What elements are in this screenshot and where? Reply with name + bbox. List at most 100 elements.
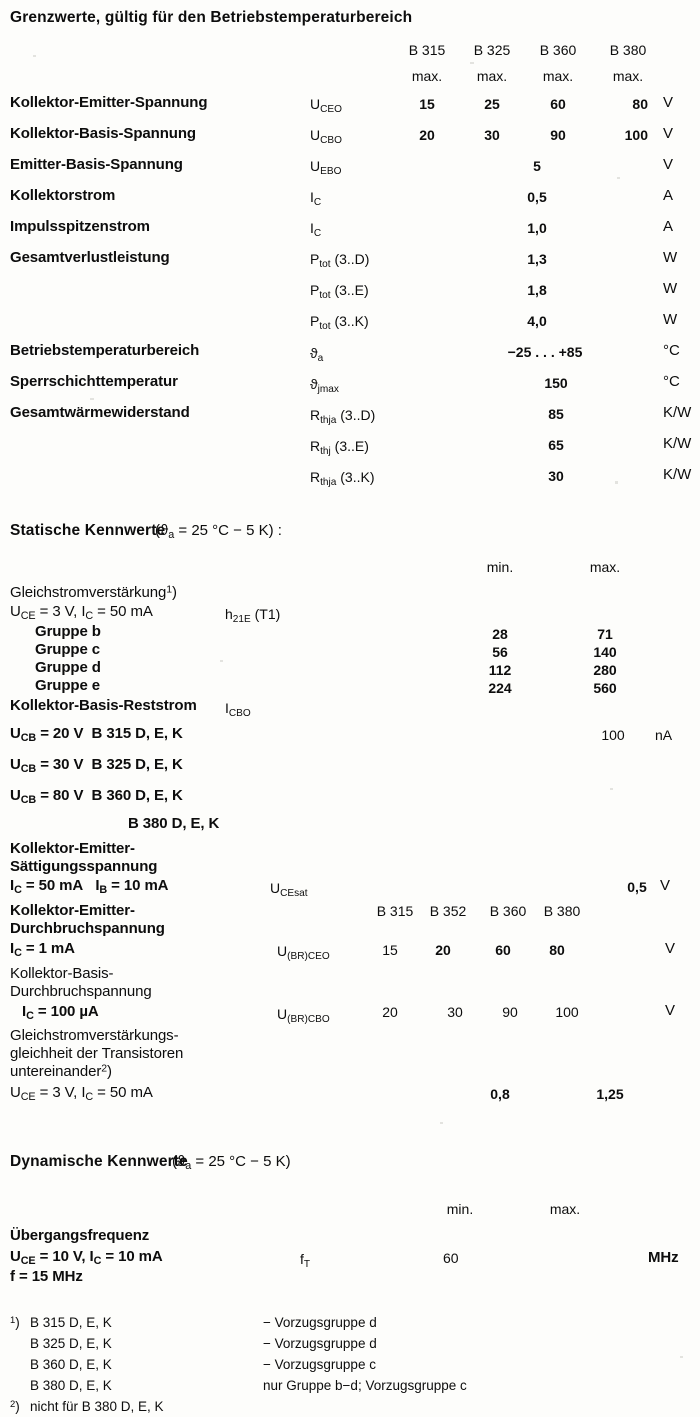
gain-conditions: UCE = 3 V, IC = 50 mA xyxy=(10,603,153,623)
gain-label: Gleichstromverstärkung1) xyxy=(10,583,177,601)
limits-row-symbol: IC xyxy=(310,220,322,239)
footnote-note: − Vorzugsgruppe d xyxy=(263,1315,377,1330)
gain-group-min: 112 xyxy=(488,662,512,678)
gain-group-max: 280 xyxy=(593,662,617,678)
br-ce-unit: V xyxy=(665,940,676,957)
static-col-min: min. xyxy=(486,559,514,575)
dynamic-section-condition: (ϑa = 25 °C − 5 K) xyxy=(172,1153,291,1173)
icbo-condition: B 380 D, E, K xyxy=(128,815,220,832)
limits-row-symbol: Ptot (3..D) xyxy=(310,251,370,270)
br-cb-value: 90 xyxy=(502,1004,518,1020)
ft-min: 60 xyxy=(443,1250,459,1266)
gain-match-conditions: UCE = 3 V, IC = 50 mA xyxy=(10,1084,153,1104)
limits-col-type-1: B 325 xyxy=(473,42,511,58)
ft-label: Übergangsfrequenz xyxy=(10,1227,150,1244)
gain-group-min: 56 xyxy=(492,644,508,660)
limits-row-symbol: Ptot (3..E) xyxy=(310,282,369,301)
static-col-max: max. xyxy=(589,559,621,575)
gain-match-line3: untereinander2) xyxy=(10,1062,112,1080)
ucesat-symbol: UCEsat xyxy=(270,880,308,899)
limits-col-type-2: B 360 xyxy=(539,42,577,58)
limits-row-symbol: Rthja (3..K) xyxy=(310,469,375,488)
limits-row-center: 1,8 xyxy=(527,282,547,298)
limits-row-label: Kollektor-Basis-Spannung xyxy=(10,125,196,142)
gain-group-name: Gruppe e xyxy=(35,677,101,694)
limits-col-type-3: B 380 xyxy=(609,42,647,58)
br-cb-unit: V xyxy=(665,1002,676,1019)
limits-row-label: Gesamtwärmewiderstand xyxy=(10,404,190,421)
limits-row-symbol: UCEO xyxy=(310,96,342,115)
br-cb-label-line2: Durchbruchspannung xyxy=(10,983,152,1000)
br-cb-value: 100 xyxy=(555,1004,579,1020)
scan-speckle xyxy=(617,177,620,179)
ucesat-label-line1: Kollektor-Emitter- xyxy=(10,840,135,857)
limits-row-unit: V xyxy=(663,156,674,173)
limits-row-center: 4,0 xyxy=(527,313,547,329)
scan-speckle xyxy=(220,660,223,662)
gain-match-line1: Gleichstromverstärkungs- xyxy=(10,1027,179,1044)
limits-row-v1: 15 xyxy=(419,96,435,112)
ucesat-max-value: 0,5 xyxy=(627,879,647,895)
br-ce-header: B 380 xyxy=(543,903,581,919)
icbo-condition: UCB = 30 V B 325 D, E, K xyxy=(10,756,183,776)
ft-symbol: fT xyxy=(300,1251,311,1270)
limits-section-title: Grenzwerte, gültig für den Betriebstempe… xyxy=(10,9,413,26)
limits-row-symbol: Ptot (3..K) xyxy=(310,313,369,332)
scan-speckle xyxy=(680,1356,683,1358)
limits-row-center: 1,3 xyxy=(527,251,547,267)
footnote-note: − Vorzugsgruppe d xyxy=(263,1336,377,1351)
limits-row-v2: 25 xyxy=(484,96,500,112)
limits-row-center: 150 xyxy=(544,375,568,391)
br-ce-header: B 360 xyxy=(489,903,527,919)
limits-row-unit: °C xyxy=(663,342,680,359)
limits-row-unit: °C xyxy=(663,373,680,390)
limits-row-v2: 30 xyxy=(484,127,500,143)
gain-match-min: 0,8 xyxy=(490,1086,510,1102)
gain-group-name: Gruppe d xyxy=(35,659,101,676)
limits-col-qual-0: max. xyxy=(411,68,443,84)
gain-symbol: h21E (T1) xyxy=(225,606,281,625)
static-section-title: Statische Kennwerte xyxy=(10,522,166,539)
ucesat-label-line2: Sättigungsspannung xyxy=(10,858,158,875)
limits-row-unit: K/W xyxy=(663,466,692,483)
icbo-max-value: 100 xyxy=(601,727,625,743)
limits-col-type-0: B 315 xyxy=(408,42,446,58)
ft-frequency-condition: f = 15 MHz xyxy=(10,1268,83,1285)
limits-row-label: Sperrschichttemperatur xyxy=(10,373,178,390)
ucesat-unit: V xyxy=(660,877,671,894)
gain-group-min: 28 xyxy=(492,626,508,642)
limits-row-v3: 90 xyxy=(550,127,566,143)
limits-row-v1: 20 xyxy=(419,127,435,143)
br-cb-condition: IC = 100 µA xyxy=(22,1003,99,1023)
dynamic-section-title: Dynamische Kennwerte xyxy=(10,1153,188,1170)
gain-group-max: 560 xyxy=(593,680,617,696)
footnote-type: nicht für B 380 D, E, K xyxy=(30,1399,164,1414)
limits-row-label: Impulsspitzenstrom xyxy=(10,218,150,235)
scan-speckle xyxy=(440,1122,443,1124)
br-ce-header: B 352 xyxy=(429,903,467,919)
gain-match-line2: gleichheit der Transistoren xyxy=(10,1045,184,1062)
icbo-condition: UCB = 80 V B 360 D, E, K xyxy=(10,787,183,807)
br-ce-value: 20 xyxy=(435,942,451,958)
limits-row-label: Emitter-Basis-Spannung xyxy=(10,156,183,173)
br-ce-symbol: U(BR)CEO xyxy=(277,943,330,962)
br-ce-label-line2: Durchbruchspannung xyxy=(10,920,165,937)
limits-row-label: Kollektor-Emitter-Spannung xyxy=(10,94,208,111)
gain-match-max: 1,25 xyxy=(596,1086,624,1102)
br-cb-symbol: U(BR)CBO xyxy=(277,1006,330,1025)
footnote-marker: 1) xyxy=(10,1315,20,1330)
scan-speckle xyxy=(470,62,474,64)
scan-speckle xyxy=(33,55,36,57)
icbo-label: Kollektor-Basis-Reststrom xyxy=(10,697,197,714)
limits-row-unit: A xyxy=(663,218,674,235)
limits-row-unit: A xyxy=(663,187,674,204)
gain-group-name: Gruppe c xyxy=(35,641,101,658)
limits-row-symbol: Rthj (3..E) xyxy=(310,438,369,457)
br-ce-value: 15 xyxy=(382,942,398,958)
ft-conditions: UCE = 10 V, IC = 10 mA xyxy=(10,1248,163,1268)
limits-row-symbol: ϑa xyxy=(310,345,324,364)
limits-row-symbol: UEBO xyxy=(310,158,342,177)
footnote-note: − Vorzugsgruppe c xyxy=(263,1357,376,1372)
gain-group-max: 140 xyxy=(593,644,617,660)
limits-col-qual-3: max. xyxy=(612,68,644,84)
